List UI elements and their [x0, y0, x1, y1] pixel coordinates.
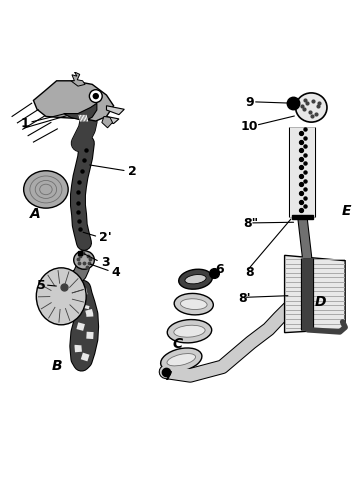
Text: 10: 10 — [241, 120, 258, 132]
Polygon shape — [33, 81, 113, 121]
Ellipse shape — [24, 170, 68, 208]
Ellipse shape — [185, 274, 206, 284]
Ellipse shape — [36, 268, 86, 325]
Text: 8': 8' — [238, 292, 251, 304]
Circle shape — [89, 90, 102, 102]
Polygon shape — [105, 116, 119, 123]
Polygon shape — [71, 72, 85, 86]
Text: 4: 4 — [112, 266, 121, 278]
Text: 1: 1 — [21, 117, 30, 130]
Text: E: E — [341, 204, 351, 218]
Polygon shape — [292, 216, 313, 219]
Text: 5: 5 — [37, 279, 46, 292]
Polygon shape — [102, 116, 112, 128]
Polygon shape — [285, 256, 345, 332]
Text: 7: 7 — [163, 370, 172, 383]
Text: 9: 9 — [246, 96, 254, 108]
Ellipse shape — [179, 269, 212, 289]
Text: B: B — [51, 359, 62, 373]
Circle shape — [93, 93, 99, 100]
Ellipse shape — [181, 299, 207, 310]
Ellipse shape — [174, 326, 205, 337]
Ellipse shape — [295, 93, 327, 122]
Text: 3: 3 — [101, 256, 110, 269]
Ellipse shape — [160, 348, 202, 372]
Ellipse shape — [167, 320, 212, 343]
Text: A: A — [30, 208, 41, 222]
Text: 2: 2 — [128, 165, 136, 178]
Text: C: C — [172, 338, 182, 351]
Text: 6: 6 — [215, 263, 224, 276]
Ellipse shape — [167, 354, 196, 366]
Ellipse shape — [174, 294, 213, 315]
Polygon shape — [107, 106, 124, 114]
Polygon shape — [64, 103, 97, 121]
Text: 2': 2' — [99, 231, 112, 244]
Text: D: D — [315, 294, 326, 308]
Text: 8: 8 — [246, 266, 254, 278]
Text: 8": 8" — [244, 217, 259, 230]
Ellipse shape — [74, 250, 94, 269]
